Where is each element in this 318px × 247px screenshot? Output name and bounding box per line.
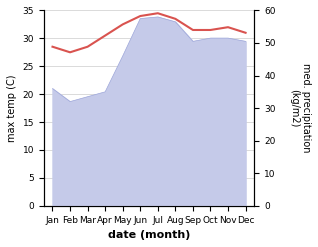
Y-axis label: max temp (C): max temp (C) <box>7 74 17 142</box>
Y-axis label: med. precipitation
(kg/m2): med. precipitation (kg/m2) <box>289 63 311 153</box>
X-axis label: date (month): date (month) <box>108 230 190 240</box>
